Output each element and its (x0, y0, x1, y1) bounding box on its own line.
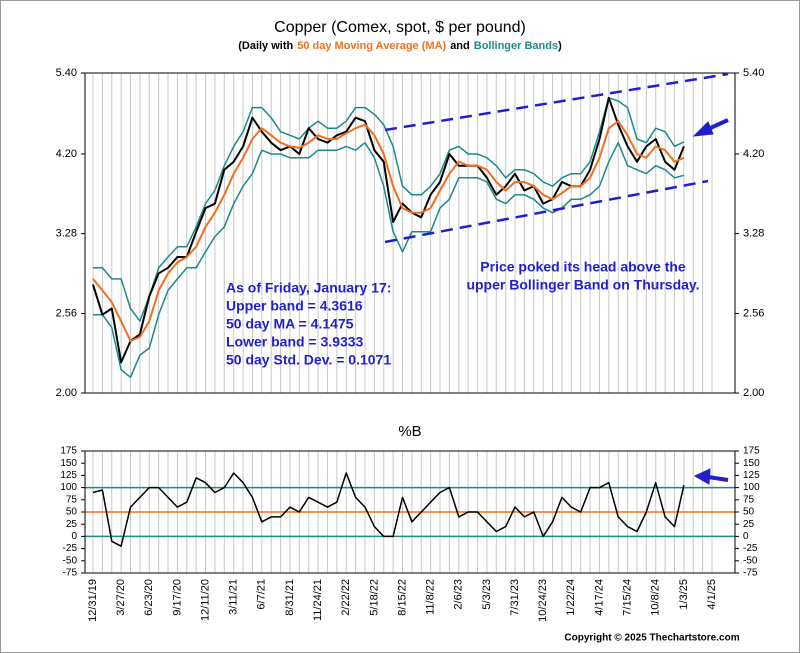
y-tick-label: 0 (71, 531, 77, 542)
y-tick-label: -50 (743, 555, 758, 566)
plot-border (84, 72, 736, 394)
x-tick-label: 10/8/24 (650, 579, 662, 616)
y-tick-label: 75 (743, 494, 755, 505)
arrow (692, 118, 729, 137)
x-tick-label: 9/17/20 (171, 579, 183, 616)
annotation: As of Friday, January 17: (226, 280, 391, 296)
y-tick-label: 50 (66, 507, 78, 518)
x-tick-label: 5/3/23 (481, 579, 493, 610)
y-tick-label: -25 (63, 543, 78, 554)
series-line (93, 141, 685, 379)
y-tick-label: 2.00 (56, 387, 77, 399)
y-tick-label: 3.28 (56, 228, 77, 240)
x-tick-label: 7/15/24 (621, 579, 633, 616)
y-tick-label: 25 (743, 519, 755, 530)
y-tick-label: 5.40 (743, 67, 764, 79)
x-tick-label: 4/1/25 (706, 579, 718, 610)
y-tick-label: 125 (743, 470, 760, 481)
y-tick-label: -50 (63, 555, 78, 566)
x-tick-label: 8/31/21 (284, 579, 296, 616)
trend-line (384, 179, 709, 244)
plot-border (84, 450, 736, 574)
x-tick-label: 1/3/25 (678, 579, 690, 610)
series-line (92, 96, 685, 364)
y-tick-label: 2.56 (743, 307, 764, 319)
y-tick-label: -25 (743, 543, 758, 554)
annotation: 50 day MA = 4.1475 (226, 316, 354, 332)
y-tick-label: 4.20 (743, 148, 764, 160)
y-tick-label: 150 (743, 458, 760, 469)
x-tick-label: 2/6/23 (453, 579, 465, 610)
x-tick-label: 5/18/22 (368, 579, 380, 616)
y-tick-label: 3.28 (743, 228, 764, 240)
x-tick-label: 6/7/21 (256, 579, 268, 610)
y-tick-label: -75 (63, 568, 78, 579)
annotation: Price poked its head above the (480, 259, 686, 275)
annotation: 50 day Std. Dev. = 0.1071 (226, 352, 391, 368)
y-tick-label: 5.40 (56, 67, 77, 79)
chart-title: Copper (Comex, spot, $ per pound) (274, 19, 526, 36)
chart-title: %B (398, 423, 421, 440)
y-tick-label: 50 (743, 507, 755, 518)
arrow (693, 468, 729, 485)
y-tick-label: -75 (743, 568, 758, 579)
y-tick-label: 25 (66, 519, 78, 530)
x-tick-label: 12/31/19 (87, 579, 99, 622)
y-tick-label: 2.00 (743, 387, 764, 399)
x-tick-label: 4/17/24 (593, 579, 605, 616)
y-tick-label: 0 (743, 531, 749, 542)
subtitle-part: Bollinger Bands (474, 40, 558, 52)
trend-line (384, 72, 729, 132)
x-tick-label: 11/8/22 (425, 579, 437, 615)
series-line (92, 472, 685, 547)
x-tick-label: 2/22/22 (340, 579, 352, 616)
subtitle-part: and (450, 40, 470, 52)
plot-area (85, 73, 735, 393)
x-tick-label: 8/15/22 (396, 579, 408, 616)
y-tick-label: 100 (743, 482, 760, 493)
subtitle-part: (Daily with (238, 40, 293, 52)
y-tick-label: 175 (60, 446, 77, 457)
y-tick-label: 125 (60, 470, 77, 481)
annotation: Lower band = 3.9333 (226, 334, 364, 350)
x-tick-label: 1/22/24 (565, 579, 577, 616)
footer: Copyright © 2025 Thechartstore.com (564, 633, 739, 644)
subtitle-part: ) (558, 40, 562, 52)
x-tick-label: 3/27/20 (115, 579, 127, 616)
annotation: Upper band = 4.3616 (226, 298, 363, 314)
x-tick-label: 11/24/21 (312, 579, 324, 621)
y-tick-label: 2.56 (56, 307, 77, 319)
series-line (93, 97, 685, 322)
x-tick-label: 10/24/23 (537, 579, 549, 622)
y-tick-label: 150 (60, 458, 77, 469)
x-tick-label: 3/11/21 (228, 579, 240, 615)
subtitle-part: 50 day Moving Average (MA) (297, 40, 446, 52)
y-tick-label: 75 (66, 494, 78, 505)
y-tick-label: 175 (743, 446, 760, 457)
y-tick-label: 4.20 (56, 148, 77, 160)
annotation: upper Bollinger Band on Thursday. (466, 277, 699, 293)
x-tick-label: 12/11/20 (199, 579, 211, 621)
chart-subtitle: (Daily with 50 day Moving Average (MA) and… (238, 40, 562, 52)
y-tick-label: 100 (60, 482, 77, 493)
x-tick-label: 6/23/20 (143, 579, 155, 616)
x-tick-label: 7/31/23 (509, 579, 521, 616)
series-line (92, 120, 685, 342)
